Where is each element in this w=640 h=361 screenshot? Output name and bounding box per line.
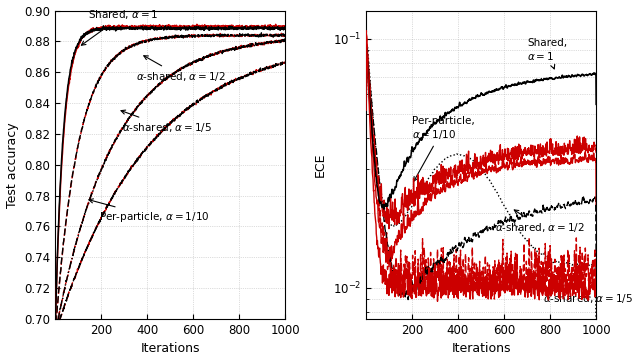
Text: $\alpha$-shared, $\alpha = 1/5$: $\alpha$-shared, $\alpha = 1/5$ (121, 110, 212, 134)
Text: $\alpha$-shared, $\alpha = 1/2$: $\alpha$-shared, $\alpha = 1/2$ (495, 210, 584, 234)
Text: Per-particle, $\alpha = 1/10$: Per-particle, $\alpha = 1/10$ (89, 199, 209, 224)
Text: Per-particle,
$\alpha = 1/10$: Per-particle, $\alpha = 1/10$ (412, 116, 475, 181)
Text: $\alpha$-shared, $\alpha = 1/5$: $\alpha$-shared, $\alpha = 1/5$ (543, 292, 634, 305)
Y-axis label: ECE: ECE (314, 153, 327, 177)
X-axis label: Iterations: Iterations (451, 343, 511, 356)
Y-axis label: Test accuracy: Test accuracy (6, 122, 19, 208)
X-axis label: Iterations: Iterations (140, 343, 200, 356)
Text: $\alpha$-shared, $\alpha = 1/2$: $\alpha$-shared, $\alpha = 1/2$ (136, 56, 225, 83)
Text: Shared, $\alpha = 1$: Shared, $\alpha = 1$ (81, 8, 159, 45)
Text: Shared,
$\alpha = 1$: Shared, $\alpha = 1$ (527, 38, 567, 69)
